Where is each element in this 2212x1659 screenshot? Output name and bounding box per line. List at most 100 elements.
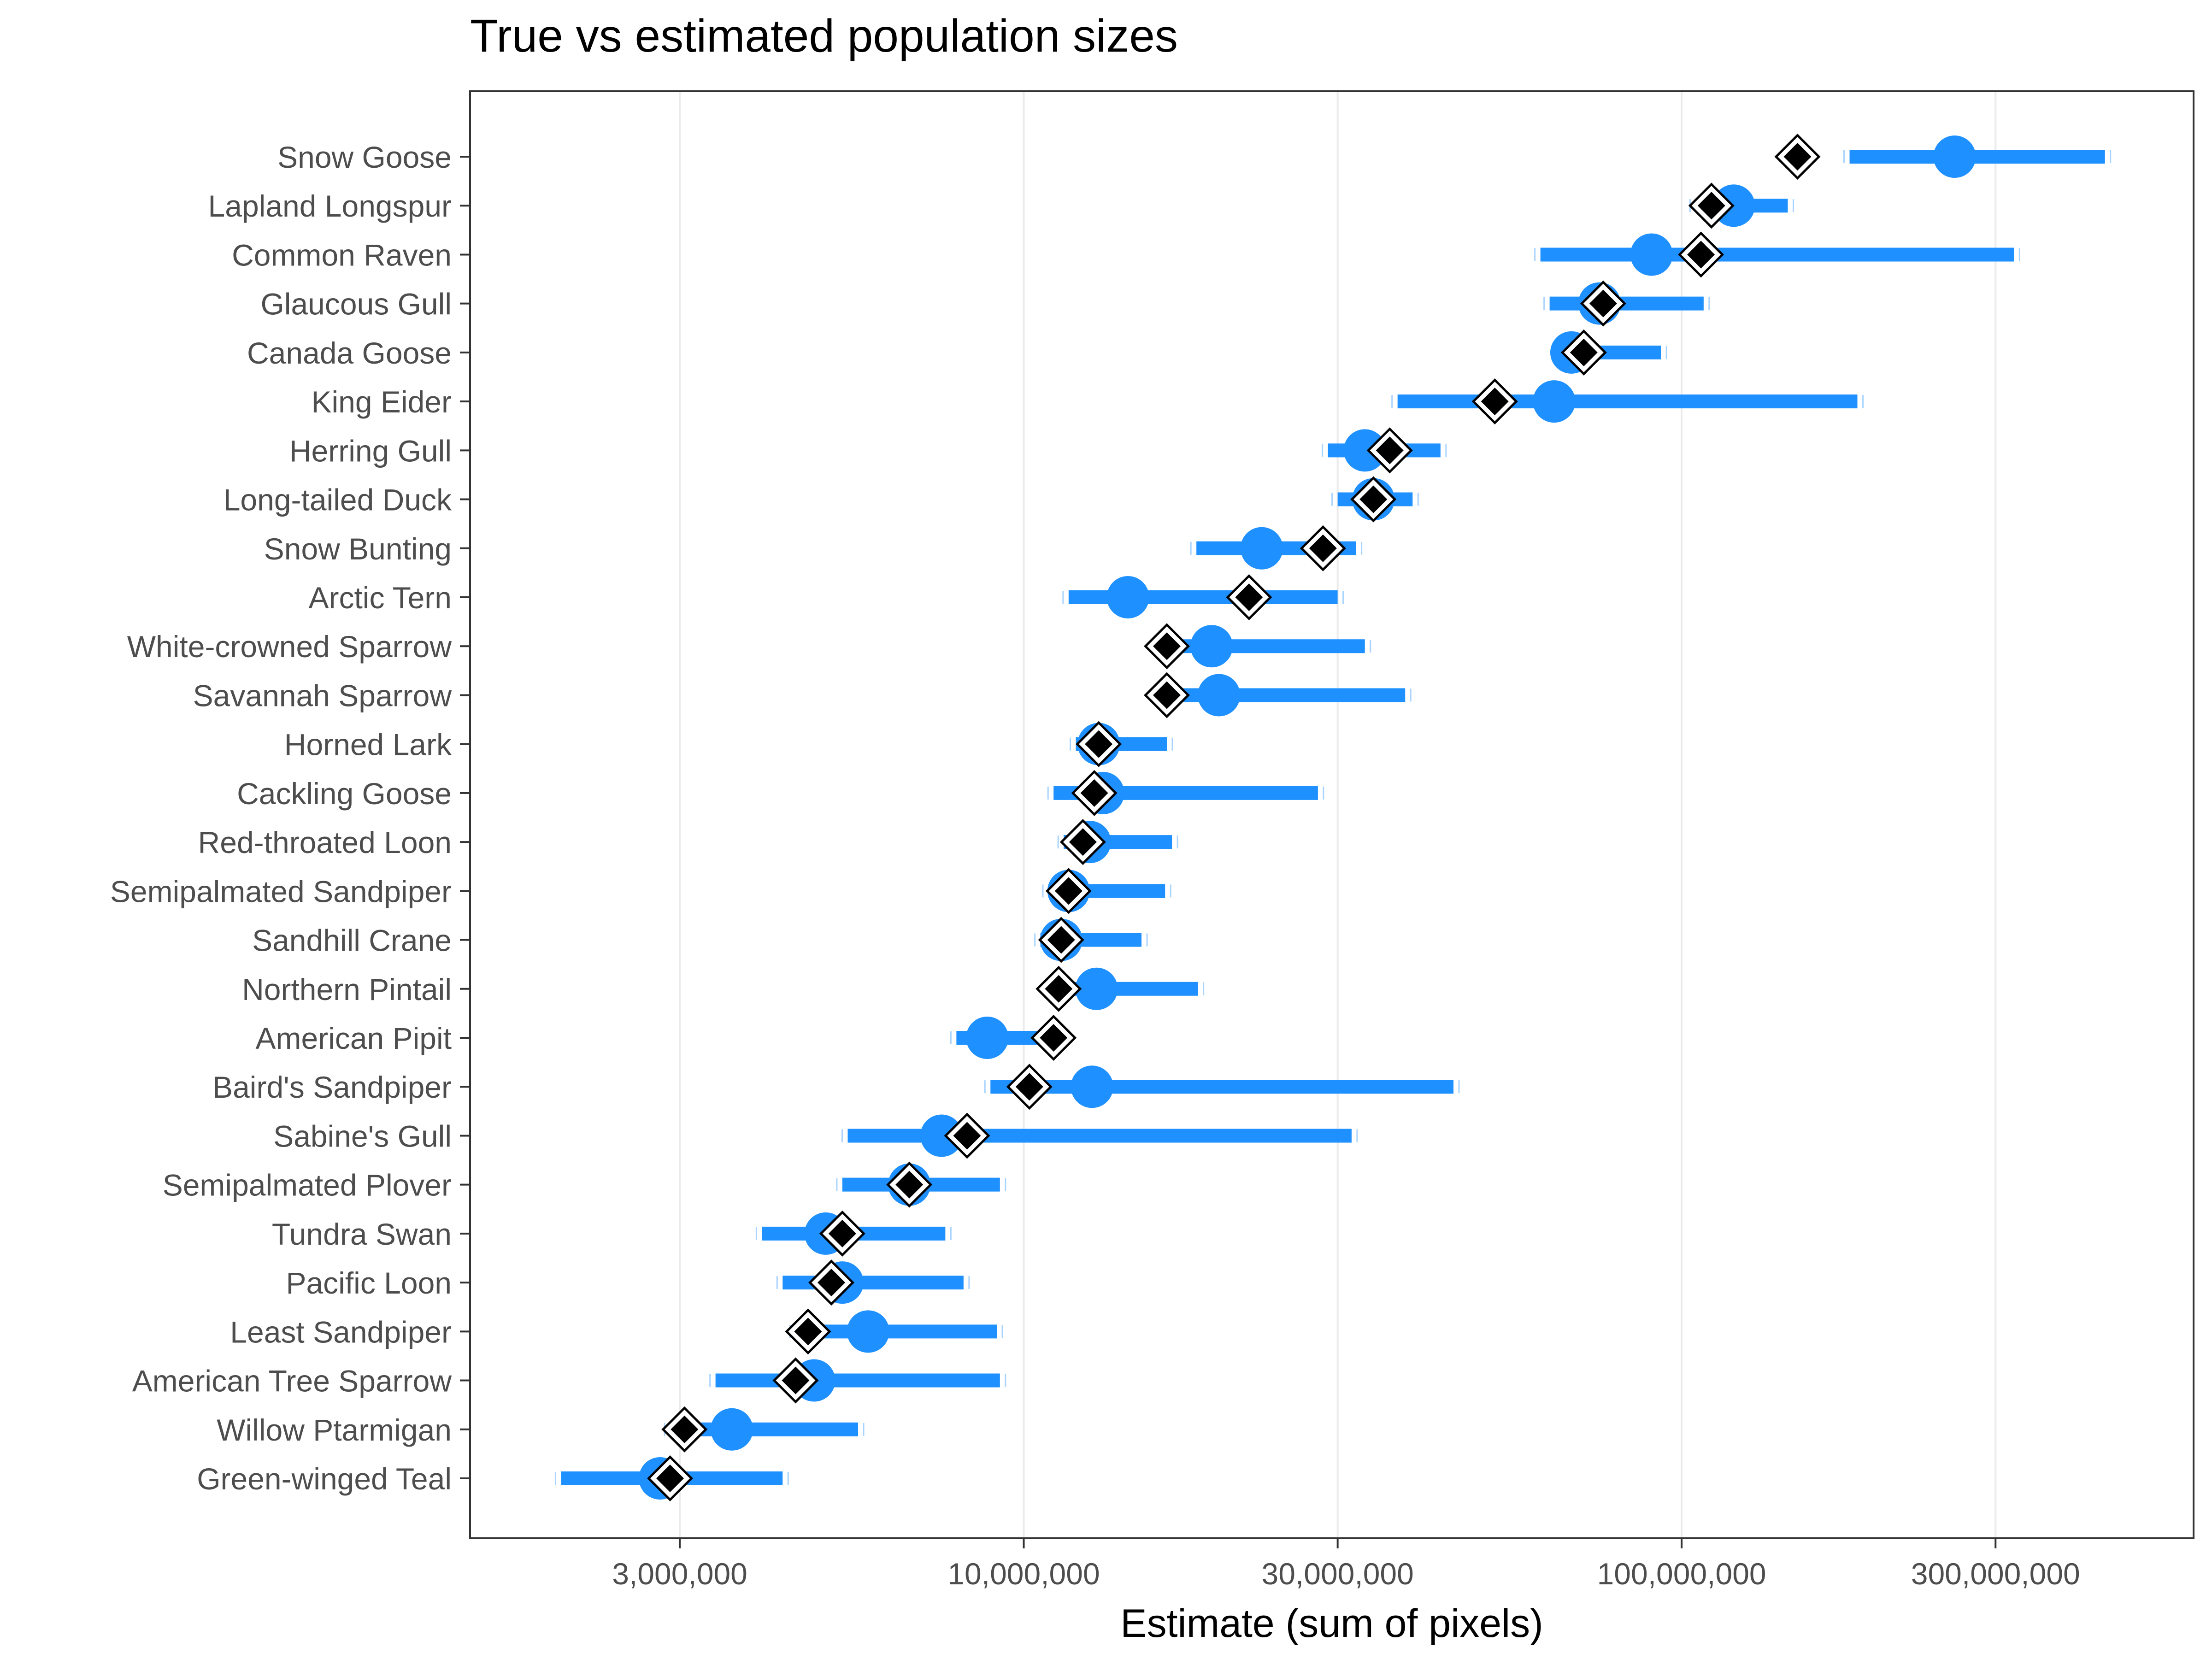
y-tick-label: Northern Pintail	[242, 972, 452, 1006]
true-point	[1366, 427, 1413, 474]
estimate-point	[920, 1114, 963, 1157]
true-point-core	[818, 1269, 846, 1297]
estimate-point	[1106, 576, 1149, 618]
y-tick-label: Semipalmated Sandpiper	[110, 874, 452, 908]
estimate-point	[1933, 135, 1976, 178]
true-point-core	[671, 1415, 699, 1443]
true-point-core	[1015, 1073, 1043, 1101]
chart-title: True vs estimated population sizes	[470, 10, 1178, 62]
true-point	[1071, 770, 1118, 816]
plot-frame	[469, 90, 2194, 1539]
y-tick-label: Herring Gull	[289, 434, 452, 468]
y-tick-label: Semipalmated Plover	[163, 1168, 452, 1202]
true-point	[1035, 965, 1082, 1012]
true-point-core	[895, 1171, 924, 1199]
true-point	[1580, 280, 1626, 327]
true-point	[1030, 1015, 1077, 1061]
true-point	[1688, 182, 1735, 229]
true-point-core	[1783, 143, 1812, 171]
true-point	[661, 1406, 708, 1453]
true-point	[772, 1357, 819, 1404]
true-point	[1143, 672, 1190, 718]
y-tick-label: Baird's Sandpiper	[212, 1070, 452, 1104]
estimate-point	[966, 1017, 1009, 1059]
y-tick-label: Red-throated Loon	[198, 825, 452, 859]
estimate-point	[1630, 233, 1673, 276]
true-point	[808, 1259, 855, 1306]
y-tick-label: King Eider	[311, 385, 452, 419]
y-tick-label: Tundra Swan	[272, 1217, 452, 1251]
y-tick-label: Green-winged Teal	[197, 1462, 452, 1496]
true-point	[1471, 378, 1518, 425]
x-tick-label: 100,000,000	[1597, 1557, 1766, 1591]
true-point-core	[1040, 1024, 1068, 1052]
true-point-core	[1697, 192, 1725, 220]
true-point	[647, 1455, 694, 1501]
true-point	[944, 1112, 990, 1159]
estimate-point	[1190, 625, 1233, 668]
plot-panel	[470, 91, 2194, 1538]
y-tick-label: White-crowned Sparrow	[127, 629, 452, 664]
true-point-core	[1235, 583, 1263, 611]
true-point-core	[1047, 926, 1075, 954]
gridlines	[679, 91, 1997, 1538]
y-tick-label: Cackling Goose	[237, 777, 452, 811]
x-tick-label: 3,000,000	[612, 1557, 747, 1591]
x-axis-title: Estimate (sum of pixels)	[1120, 1601, 1543, 1646]
y-tick-label: American Tree Sparrow	[132, 1364, 452, 1398]
estimate-point	[1198, 674, 1241, 717]
true-point-core	[1376, 436, 1404, 465]
true-point-core	[1481, 388, 1509, 416]
estimate-point	[1075, 967, 1118, 1010]
true-point-core	[1085, 730, 1113, 758]
true-point	[1076, 721, 1122, 767]
estimate-point	[847, 1310, 889, 1353]
true-point-core	[1309, 534, 1337, 562]
y-tick-label: Glaucous Gull	[260, 287, 452, 321]
true-point	[1006, 1064, 1053, 1110]
true-point	[1038, 917, 1084, 963]
true-point	[1678, 231, 1724, 278]
y-tick-label: Least Sandpiper	[230, 1315, 452, 1349]
y-tick-label: Sandhill Crane	[252, 924, 452, 958]
y-tick-label: Common Raven	[232, 238, 452, 272]
y-tick-label: Sabine's Gull	[273, 1119, 452, 1153]
true-point	[1300, 525, 1346, 571]
y-tick-label: Savannah Sparrow	[193, 678, 452, 712]
true-points	[647, 134, 1821, 1501]
true-point	[1560, 329, 1607, 376]
true-point	[819, 1210, 865, 1257]
true-point-core	[953, 1122, 981, 1150]
y-tick-label: Snow Bunting	[264, 532, 452, 566]
estimate-point	[1240, 527, 1283, 570]
true-point-core	[1153, 681, 1181, 709]
estimate-point	[711, 1408, 753, 1451]
y-axis: Snow Goose Lapland Longspur Common Raven Gl…	[110, 140, 470, 1496]
estimate-point	[1071, 1065, 1113, 1108]
x-tick-label: 30,000,000	[1261, 1557, 1413, 1591]
true-point	[1045, 868, 1092, 914]
y-tick-label: Willow Ptarmigan	[217, 1413, 452, 1447]
true-point	[785, 1308, 831, 1355]
y-tick-label: Snow Goose	[277, 140, 452, 174]
true-point-core	[782, 1366, 810, 1394]
true-point-core	[1570, 338, 1598, 366]
true-point-core	[656, 1465, 684, 1492]
true-point-core	[1054, 877, 1082, 905]
plot-area	[469, 90, 2194, 1539]
y-tick-label: Horned Lark	[284, 728, 452, 762]
y-tick-label: Lapland Longspur	[208, 189, 452, 223]
true-point	[1059, 819, 1106, 865]
true-point-core	[1687, 241, 1715, 269]
estimate-point	[1343, 429, 1386, 472]
y-tick-label: Pacific Loon	[286, 1266, 452, 1300]
true-point	[1143, 623, 1190, 670]
true-point-core	[1359, 485, 1388, 513]
true-point	[1226, 574, 1272, 620]
true-point	[1774, 134, 1821, 180]
true-point	[1350, 476, 1397, 523]
y-tick-label: American Pipit	[256, 1021, 452, 1055]
true-point-core	[828, 1219, 856, 1247]
true-point-core	[1589, 289, 1617, 318]
